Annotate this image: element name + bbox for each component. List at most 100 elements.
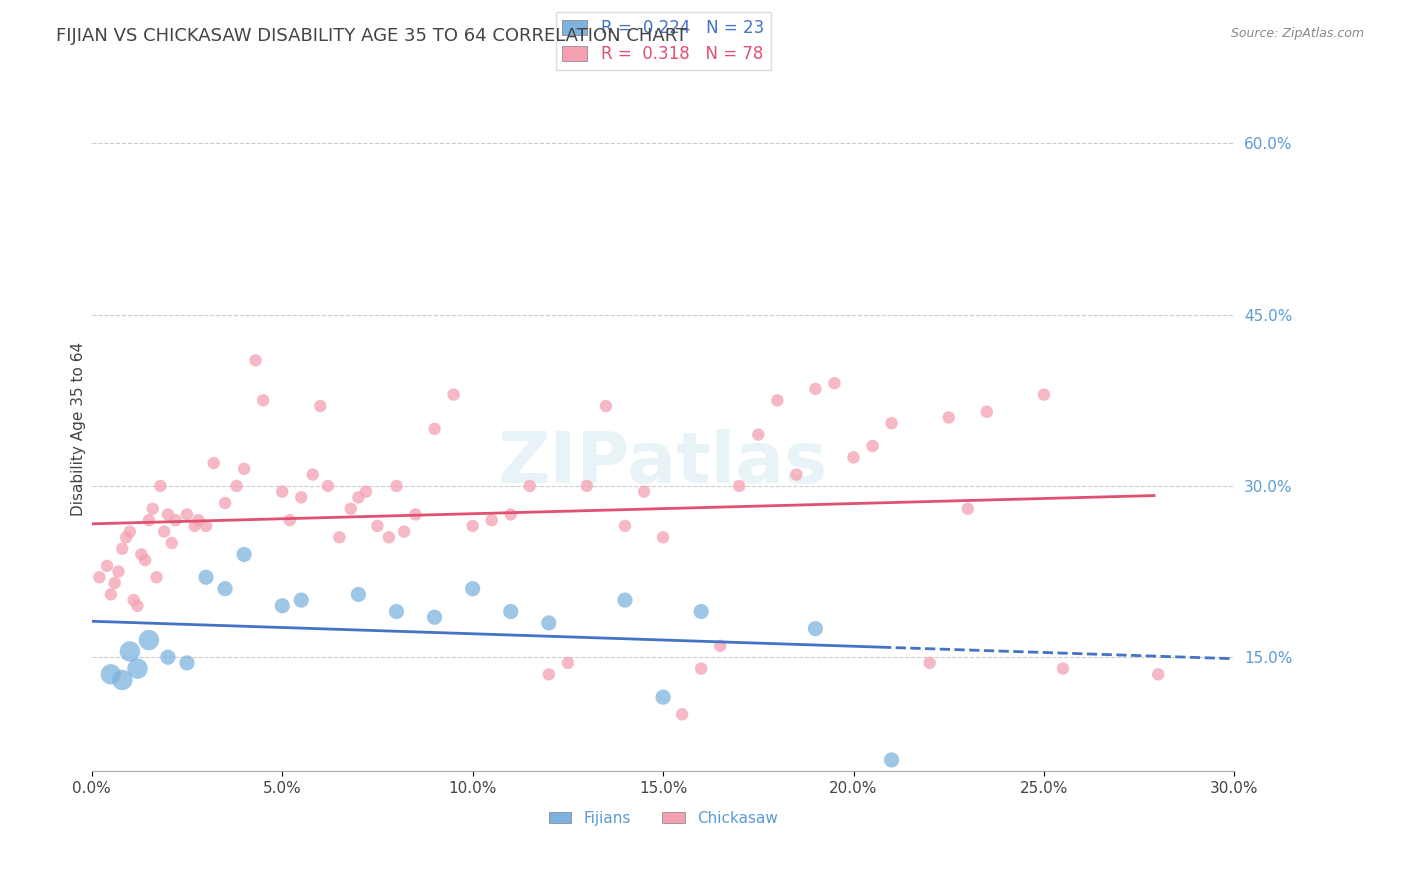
Point <box>145 570 167 584</box>
Point <box>652 530 675 544</box>
Point <box>156 508 179 522</box>
Point <box>862 439 884 453</box>
Point <box>976 405 998 419</box>
Point <box>96 558 118 573</box>
Point <box>138 633 160 648</box>
Point <box>614 593 637 607</box>
Point <box>245 353 267 368</box>
Point <box>347 587 370 601</box>
Point <box>195 570 218 584</box>
Point <box>107 565 129 579</box>
Point <box>690 662 713 676</box>
Point <box>127 662 149 676</box>
Point <box>271 599 294 613</box>
Point <box>557 656 579 670</box>
Point <box>153 524 176 539</box>
Point <box>1032 387 1054 401</box>
Point <box>385 479 408 493</box>
Point <box>728 479 751 493</box>
Point <box>111 541 134 556</box>
Point <box>392 524 415 539</box>
Point <box>233 462 256 476</box>
Point <box>149 479 172 493</box>
Point <box>290 593 312 607</box>
Point <box>100 587 122 601</box>
Text: ZIPatlas: ZIPatlas <box>498 429 828 498</box>
Point <box>309 399 332 413</box>
Point <box>347 491 370 505</box>
Legend: Fijians, Chickasaw: Fijians, Chickasaw <box>543 805 783 832</box>
Point <box>138 513 160 527</box>
Point <box>385 605 408 619</box>
Point <box>111 673 134 687</box>
Point <box>187 513 209 527</box>
Point <box>339 501 361 516</box>
Point <box>842 450 865 465</box>
Point <box>938 410 960 425</box>
Point <box>214 582 236 596</box>
Point <box>785 467 807 482</box>
Point <box>316 479 339 493</box>
Point <box>225 479 247 493</box>
Point <box>709 639 731 653</box>
Point <box>290 491 312 505</box>
Point <box>633 484 655 499</box>
Point <box>165 513 187 527</box>
Point <box>918 656 941 670</box>
Point <box>652 690 675 705</box>
Point <box>804 622 827 636</box>
Text: Source: ZipAtlas.com: Source: ZipAtlas.com <box>1230 27 1364 40</box>
Point <box>160 536 183 550</box>
Point <box>1052 662 1074 676</box>
Point <box>537 615 560 630</box>
Point <box>499 508 522 522</box>
Point <box>214 496 236 510</box>
Point <box>443 387 465 401</box>
Point <box>122 593 145 607</box>
Point <box>176 508 198 522</box>
Text: FIJIAN VS CHICKASAW DISABILITY AGE 35 TO 64 CORRELATION CHART: FIJIAN VS CHICKASAW DISABILITY AGE 35 TO… <box>56 27 688 45</box>
Point <box>366 519 388 533</box>
Point <box>134 553 156 567</box>
Point <box>156 650 179 665</box>
Point <box>183 519 205 533</box>
Point <box>595 399 617 413</box>
Point <box>271 484 294 499</box>
Point <box>118 524 141 539</box>
Point <box>766 393 789 408</box>
Point <box>804 382 827 396</box>
Point <box>824 376 846 391</box>
Point <box>537 667 560 681</box>
Point <box>115 530 138 544</box>
Point <box>461 582 484 596</box>
Point <box>104 576 127 591</box>
Point <box>328 530 350 544</box>
Point <box>880 416 903 430</box>
Point <box>499 605 522 619</box>
Point <box>142 501 165 516</box>
Point <box>118 644 141 658</box>
Point <box>671 707 693 722</box>
Point <box>252 393 274 408</box>
Point <box>301 467 323 482</box>
Point <box>690 605 713 619</box>
Point <box>89 570 111 584</box>
Point <box>519 479 541 493</box>
Point <box>461 519 484 533</box>
Point <box>575 479 598 493</box>
Y-axis label: Disability Age 35 to 64: Disability Age 35 to 64 <box>72 342 86 516</box>
Point <box>127 599 149 613</box>
Point <box>880 753 903 767</box>
Point <box>481 513 503 527</box>
Point <box>233 548 256 562</box>
Point <box>956 501 979 516</box>
Point <box>100 667 122 681</box>
Point <box>747 427 769 442</box>
Point <box>278 513 301 527</box>
Point <box>378 530 401 544</box>
Point <box>614 519 637 533</box>
Point <box>1147 667 1170 681</box>
Point <box>423 610 446 624</box>
Point <box>195 519 218 533</box>
Point <box>423 422 446 436</box>
